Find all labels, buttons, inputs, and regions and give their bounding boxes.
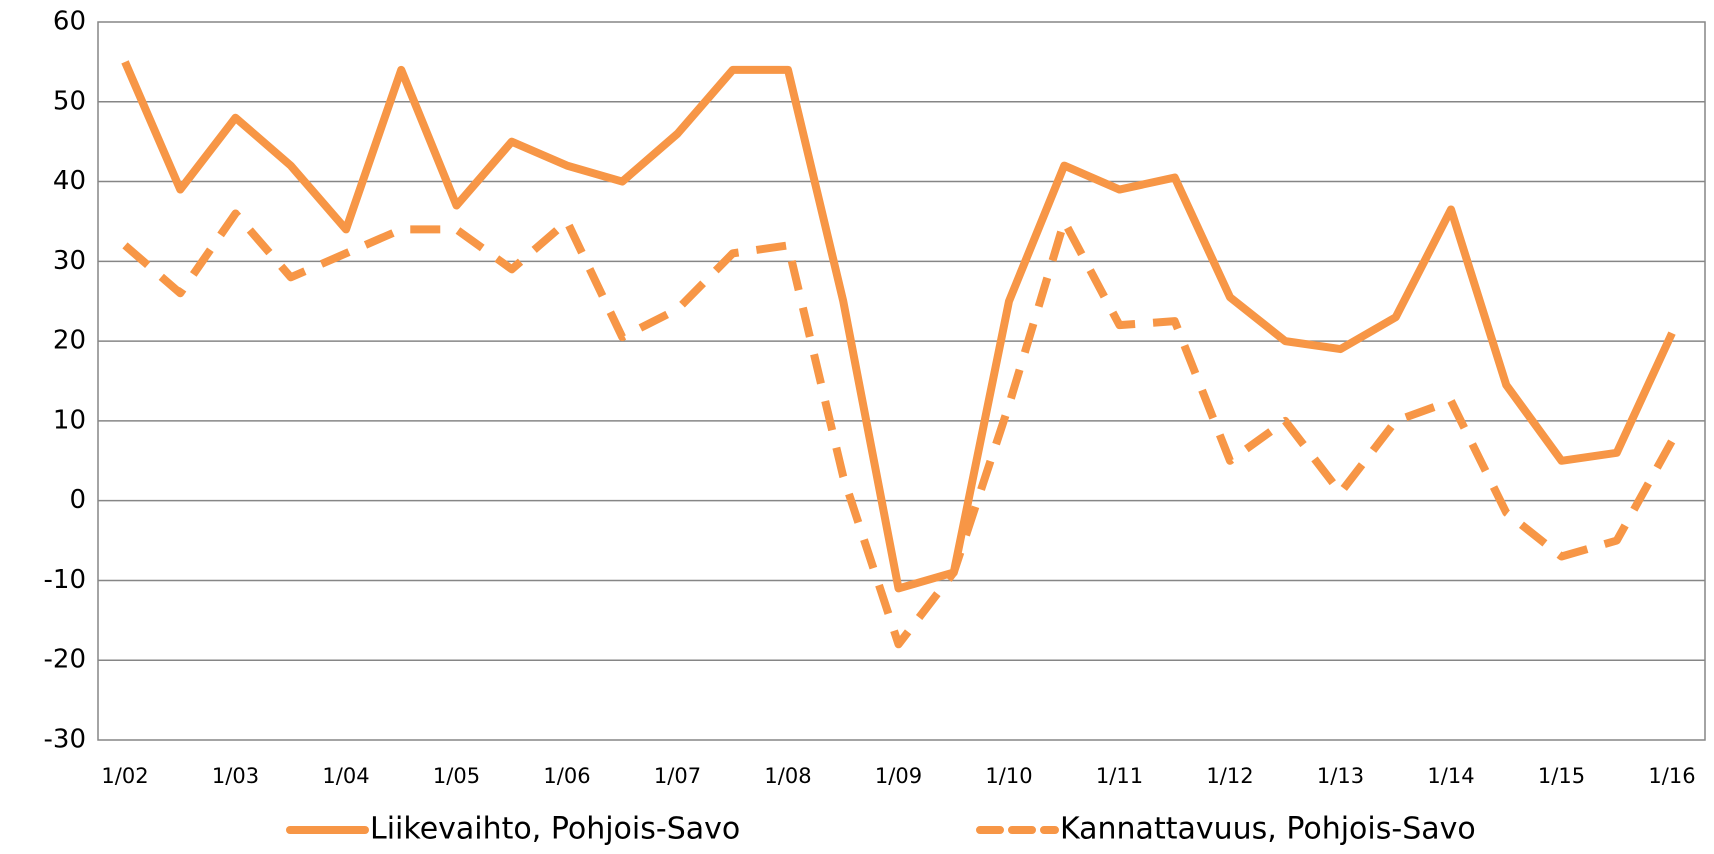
y-tick-label: 10 bbox=[53, 405, 86, 435]
x-tick-label: 1/14 bbox=[1427, 764, 1474, 788]
x-tick-label: 1/03 bbox=[212, 764, 259, 788]
legend-label: Liikevaihto, Pohjois-Savo bbox=[370, 812, 740, 847]
x-tick-label: 1/04 bbox=[322, 764, 369, 788]
plot-border bbox=[97, 21, 1706, 741]
x-tick-label: 1/07 bbox=[654, 764, 701, 788]
series-line bbox=[122, 209, 1676, 649]
y-tick-label: 40 bbox=[53, 166, 86, 196]
y-tick-label: -20 bbox=[44, 645, 86, 675]
x-tick-label: 1/05 bbox=[433, 764, 480, 788]
x-tick-label: 1/08 bbox=[764, 764, 811, 788]
y-tick-label: 30 bbox=[53, 246, 86, 276]
y-tick-label: 60 bbox=[53, 7, 86, 37]
x-tick-label: 1/06 bbox=[543, 764, 590, 788]
x-tick-label: 1/15 bbox=[1538, 764, 1585, 788]
x-tick-label: 1/10 bbox=[985, 764, 1032, 788]
series-line bbox=[121, 60, 1676, 593]
x-tick-label: 1/11 bbox=[1096, 764, 1143, 788]
y-tick-label: -10 bbox=[44, 565, 86, 595]
legend-label: Kannattavuus, Pohjois-Savo bbox=[1060, 812, 1476, 847]
x-tick-label: 1/13 bbox=[1317, 764, 1364, 788]
y-tick-label: 50 bbox=[53, 86, 86, 116]
x-tick-label: 1/02 bbox=[101, 764, 148, 788]
y-tick-label: 0 bbox=[69, 485, 86, 515]
y-tick-label: -30 bbox=[44, 725, 86, 755]
x-tick-label: 1/16 bbox=[1648, 764, 1695, 788]
x-tick-label: 1/12 bbox=[1206, 764, 1253, 788]
x-tick-label: 1/09 bbox=[875, 764, 922, 788]
y-tick-label: 20 bbox=[53, 326, 86, 356]
